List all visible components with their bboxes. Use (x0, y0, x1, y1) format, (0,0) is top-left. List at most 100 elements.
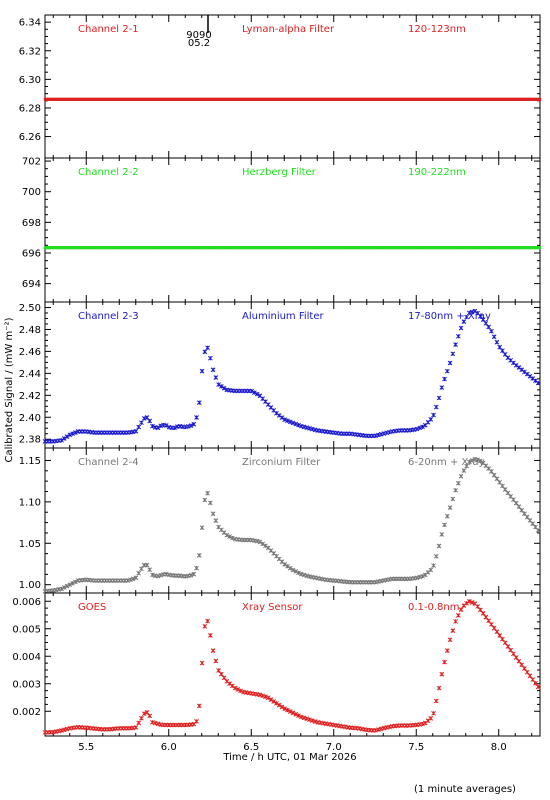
data-point (486, 324, 491, 330)
data-point (282, 706, 288, 712)
data-point (207, 632, 213, 638)
data-point (450, 496, 456, 502)
footnote: (1 minute averages) (414, 784, 516, 795)
data-point (500, 636, 505, 642)
event-marker-label-top: 9090 (186, 30, 211, 41)
data-point (513, 500, 519, 506)
data-point (282, 417, 288, 423)
data-point (466, 459, 472, 465)
data-point (480, 317, 486, 322)
data-point (455, 612, 461, 618)
panel-frame (44, 157, 541, 303)
y-tick-label: 1.05 (19, 539, 41, 550)
data-point (433, 698, 439, 704)
data-point (296, 713, 301, 718)
data-point (67, 432, 73, 438)
data-point (257, 539, 263, 545)
data-point (301, 572, 307, 578)
data-point (163, 423, 169, 428)
data-point (70, 580, 75, 586)
data-point (469, 600, 475, 605)
y-tick-label: 6.26 (19, 132, 41, 143)
data-point (524, 669, 530, 675)
data-point (202, 349, 208, 355)
series-1 (43, 97, 542, 101)
panel-title: 6-20nm + Xray (408, 457, 485, 468)
data-point (194, 415, 199, 420)
data-point (530, 677, 536, 682)
panel-title: Channel 2-1 (78, 24, 139, 35)
data-point (428, 716, 434, 721)
data-point (265, 695, 271, 701)
data-point (497, 633, 503, 638)
data-point (218, 384, 224, 389)
data-point (304, 716, 310, 722)
y-tick-label: 0.006 (12, 597, 41, 608)
data-point (428, 567, 434, 573)
data-point (500, 348, 505, 354)
panel-1: 6.26 6.28 6.30 6.32 6.34 Channel 2-1 Lyman-alp… (19, 14, 542, 159)
data-point (128, 577, 133, 583)
data-point (125, 578, 131, 583)
data-point (458, 607, 464, 612)
event-marker-label-bottom: 05.2 (188, 38, 210, 49)
data-point (417, 574, 423, 580)
data-point (196, 553, 202, 558)
data-point (442, 376, 447, 382)
data-point (522, 666, 527, 671)
data-point (491, 625, 497, 631)
data-point (144, 562, 150, 568)
data-point (238, 688, 243, 694)
data-point (282, 561, 288, 567)
data-point (141, 416, 147, 421)
data-point (486, 618, 491, 624)
y-tick-label: 702 (22, 157, 41, 168)
data-point (144, 415, 150, 420)
y-tick-label: 2.46 (19, 347, 41, 358)
data-point (274, 700, 279, 706)
data-point (453, 487, 458, 493)
data-point (230, 535, 235, 541)
data-point (502, 640, 508, 646)
y-tick-label: 6.30 (19, 75, 41, 86)
data-point (431, 412, 436, 418)
data-point (279, 704, 285, 710)
y-tick-label: 2.38 (19, 435, 41, 446)
data-point (516, 658, 522, 664)
data-point (527, 673, 533, 679)
data-point (213, 375, 219, 380)
data-point (469, 309, 475, 315)
data-point (505, 644, 511, 649)
panel-title: 0.1-0.8nm (408, 602, 460, 613)
data-point (469, 458, 475, 463)
data-point (450, 628, 456, 633)
x-tick-label: 8.0 (491, 742, 507, 753)
data-point (191, 421, 197, 427)
data-point (436, 543, 442, 549)
data-point (444, 368, 450, 374)
data-point (287, 709, 293, 714)
data-point (472, 308, 478, 314)
data-point (130, 576, 136, 582)
data-point (260, 541, 266, 547)
data-point (150, 423, 155, 429)
data-point (447, 360, 453, 366)
data-point (466, 599, 472, 604)
data-point (298, 571, 304, 577)
y-tick-label: 0.004 (12, 652, 41, 663)
data-point (205, 490, 210, 496)
panel-5: 0.002 0.003 0.004 0.005 0.006 5.5 6.0 6.5 7.0 7.5… (12, 592, 541, 753)
data-point (133, 725, 139, 730)
x-tick-label: 7.5 (408, 742, 424, 753)
data-point (489, 469, 494, 474)
y-tick-label: 698 (22, 218, 41, 229)
data-point (464, 600, 469, 606)
data-point (188, 423, 194, 428)
data-point (491, 334, 497, 340)
y-tick-label: 1.10 (19, 497, 41, 508)
data-point (287, 419, 293, 425)
data-point (194, 719, 199, 724)
data-point (301, 715, 307, 721)
data-point (428, 417, 434, 422)
data-point (188, 572, 194, 578)
